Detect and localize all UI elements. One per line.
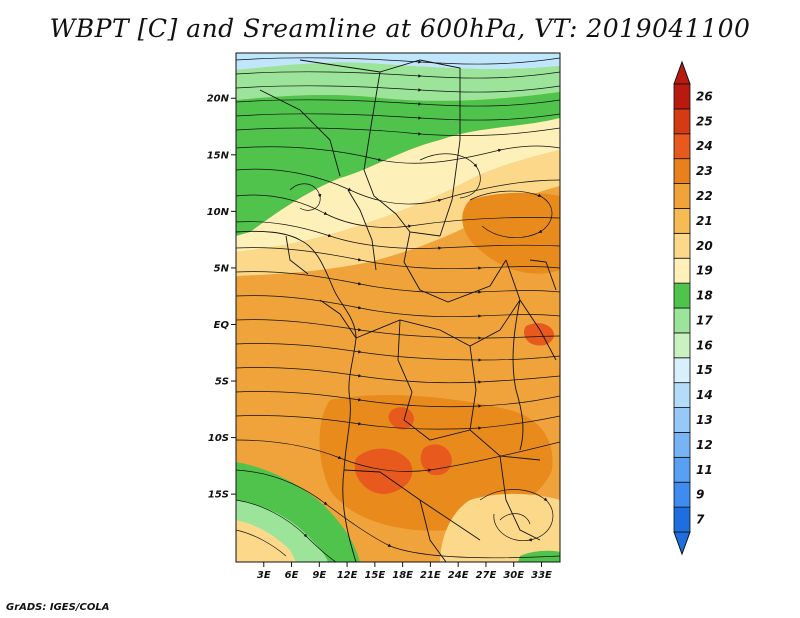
colorbar-label-12: 21 xyxy=(696,214,713,228)
lat-tick-label-6: 10S xyxy=(208,433,229,444)
colorbar-swatch-10 xyxy=(673,257,691,284)
colorbar-label-13: 22 xyxy=(696,189,713,203)
lon-tick-label-6: 21E xyxy=(420,570,441,581)
colorbar-label-15: 24 xyxy=(696,139,713,153)
colorbar-swatch-13 xyxy=(673,183,691,209)
colorbar-swatch-0 xyxy=(673,506,691,533)
colorbar-swatch-2 xyxy=(673,456,691,483)
colorbar-swatch-8 xyxy=(673,307,691,334)
wbpt-region-dark-orange-east xyxy=(462,192,560,274)
colorbar-swatch-1 xyxy=(673,481,691,508)
wbpt-region-pale-blue xyxy=(236,53,560,70)
lat-tick-label-0: 20N xyxy=(207,94,230,105)
colorbar-label-6: 15 xyxy=(696,363,713,377)
colorbar-label-1: 9 xyxy=(696,488,704,502)
colorbar: 7 9 11 12 13 14 15 16 17 18 19 20 21 22 23 24 25 26 xyxy=(673,60,713,556)
colorbar-swatch-15 xyxy=(673,133,691,160)
map-plot-area xyxy=(236,53,560,562)
colorbar-swatch-3 xyxy=(673,432,691,458)
streamlines xyxy=(236,57,560,562)
lat-tick-label-5: 5S xyxy=(215,377,229,388)
lon-tick-label-2: 9E xyxy=(312,570,326,581)
plot-frame xyxy=(235,52,561,563)
colorbar-label-2: 11 xyxy=(696,463,713,477)
colorbar-label-3: 12 xyxy=(696,438,713,452)
colorbar-swatch-14 xyxy=(673,158,691,184)
lat-tick-label-1: 15N xyxy=(207,150,230,161)
lon-tick-label-7: 24E xyxy=(448,570,469,581)
colorbar-label-17: 26 xyxy=(696,89,713,103)
lon-tick-label-4: 15E xyxy=(364,570,385,581)
colorbar-label-16: 25 xyxy=(696,114,713,128)
lon-tick-label-0: 3E xyxy=(257,570,271,581)
colorbar-label-4: 13 xyxy=(696,413,713,427)
lat-tick-label-7: 15S xyxy=(208,490,229,501)
lat-tick-label-4: EQ xyxy=(214,320,230,331)
colorbar-swatch-17 xyxy=(673,83,691,110)
colorbar-label-11: 20 xyxy=(696,239,713,253)
colorbar-swatch-7 xyxy=(673,332,691,359)
colorbar-swatch-6 xyxy=(673,357,691,384)
colorbar-swatch-11 xyxy=(673,232,691,259)
colorbar-high-cap xyxy=(673,60,691,85)
lon-tick-label-8: 27E xyxy=(476,570,497,581)
lat-tick-label-3: 5N xyxy=(214,263,230,274)
colorbar-label-8: 17 xyxy=(696,313,713,327)
longitude-axis: 3E 6E 9E 12E 15E 18E 21E 24E 27E 30E 33E xyxy=(257,562,552,581)
wbpt-region-green-southeast xyxy=(518,550,560,562)
colorbar-label-7: 16 xyxy=(696,338,713,352)
colorbar-swatch-9 xyxy=(673,282,691,309)
lon-tick-label-9: 30E xyxy=(503,570,524,581)
wbpt-region-red-hotspot-3 xyxy=(524,323,554,346)
lon-tick-label-10: 33E xyxy=(531,570,552,581)
colorbar-swatch-5 xyxy=(673,382,691,408)
colorbar-label-0: 7 xyxy=(696,513,705,527)
footer-credit: GrADS: IGES/COLA xyxy=(6,602,110,613)
colorbar-label-9: 18 xyxy=(696,289,713,303)
lon-tick-label-5: 18E xyxy=(392,570,413,581)
colorbar-swatch-16 xyxy=(673,108,691,135)
map-title: WBPT [C] and Sreamline at 600hPa, VT: 20… xyxy=(49,14,751,43)
colorbar-swatch-12 xyxy=(673,208,691,234)
lat-tick-label-2: 10N xyxy=(207,207,230,218)
colorbar-label-10: 19 xyxy=(696,264,713,278)
lon-tick-label-3: 12E xyxy=(337,570,358,581)
colorbar-low-cap xyxy=(673,531,691,556)
colorbar-label-5: 14 xyxy=(696,388,713,402)
latitude-axis: 20N 15N 10N 5N EQ 5S 10S 15S xyxy=(207,94,236,501)
colorbar-swatch-4 xyxy=(673,407,691,433)
lon-tick-label-1: 6E xyxy=(285,570,299,581)
colorbar-label-14: 23 xyxy=(696,164,713,178)
